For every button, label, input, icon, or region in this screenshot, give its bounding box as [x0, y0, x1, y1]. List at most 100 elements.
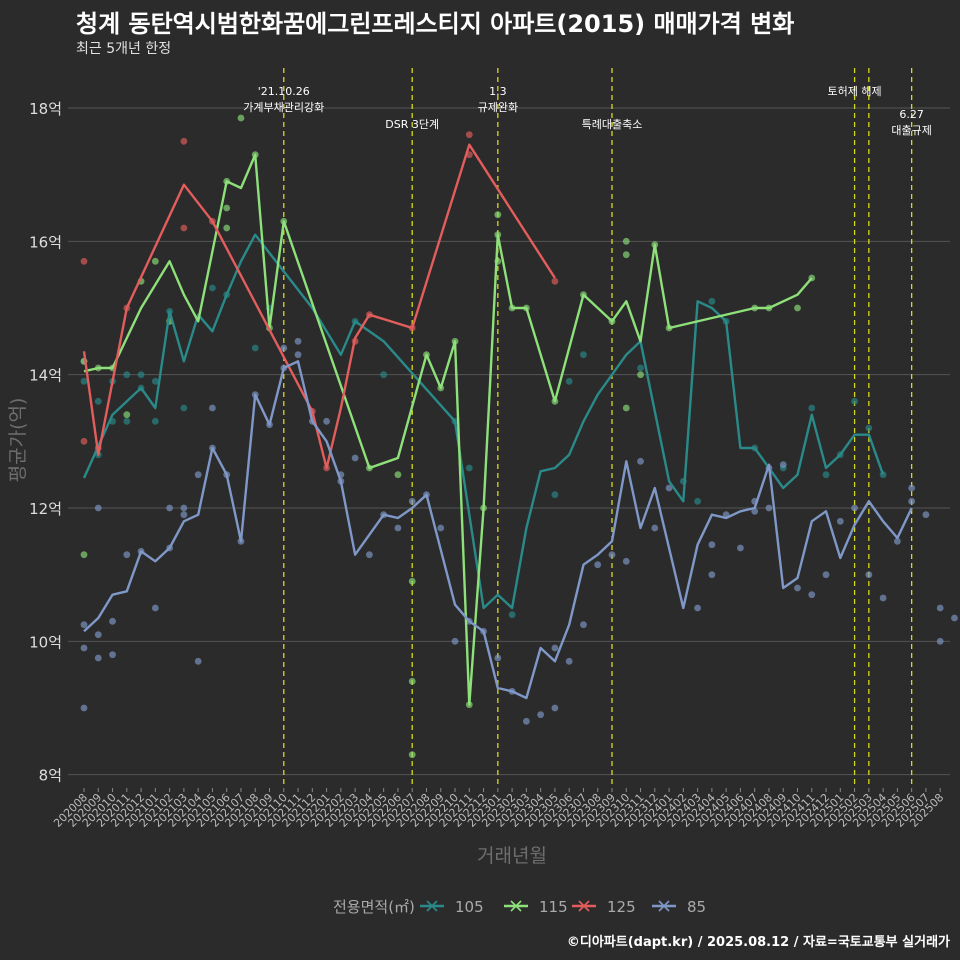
series-line-115	[83, 153, 813, 706]
data-point	[80, 257, 88, 265]
data-point	[851, 504, 858, 512]
data-point	[166, 504, 174, 512]
data-point	[109, 651, 116, 659]
data-point	[637, 371, 644, 379]
data-point	[123, 417, 131, 425]
data-point	[94, 397, 102, 405]
series-line-105	[82, 233, 885, 610]
y-tick-label: 18억	[29, 100, 62, 118]
data-point	[665, 484, 673, 492]
data-point	[180, 404, 188, 412]
legend-label: 125	[607, 898, 636, 916]
data-point	[508, 611, 516, 619]
series-lines	[82, 143, 913, 706]
legend-key-marker	[510, 900, 522, 912]
data-point	[622, 404, 630, 412]
legend-label: 115	[539, 898, 568, 916]
legend: 전용면적(㎡) 105 115 125 85	[333, 898, 706, 916]
data-point	[223, 224, 231, 232]
data-point	[865, 571, 873, 579]
data-point	[608, 551, 616, 559]
y-tick-label: 16억	[29, 233, 62, 251]
data-point	[294, 351, 302, 359]
data-point	[194, 471, 202, 479]
data-point	[109, 617, 116, 625]
data-point	[151, 377, 159, 385]
data-point	[94, 654, 102, 662]
data-point	[123, 411, 131, 419]
data-point	[394, 524, 402, 532]
data-point	[94, 504, 102, 512]
y-tick-label: 10억	[29, 633, 62, 651]
data-point	[209, 404, 216, 412]
data-point	[80, 621, 88, 629]
data-point	[351, 454, 359, 462]
data-point	[180, 511, 188, 519]
data-point	[194, 657, 202, 665]
data-point	[437, 524, 445, 532]
data-point	[694, 497, 702, 505]
source-caption: ©디아파트(dapt.kr) / 2025.08.12 / 자료=국토교통부 실…	[566, 935, 950, 950]
data-point	[708, 541, 716, 549]
data-point	[922, 511, 930, 519]
legend-key-marker	[426, 900, 438, 912]
data-point	[551, 704, 559, 712]
data-point	[123, 551, 131, 559]
data-point	[80, 437, 88, 445]
data-point	[80, 644, 88, 652]
x-axis-title: 거래년월	[477, 845, 547, 867]
data-point	[180, 224, 188, 232]
legend-key-marker	[578, 900, 590, 912]
data-point	[323, 417, 330, 425]
data-point	[237, 114, 245, 122]
legend-title: 전용면적(㎡)	[333, 898, 415, 916]
data-point	[366, 551, 373, 559]
data-point	[808, 404, 816, 412]
data-point	[408, 751, 416, 759]
chart-title: 청계 동탄역시범한화꿈에그린프레스티지 아파트(2015) 매매가격 변화	[76, 10, 795, 38]
data-point	[936, 604, 944, 612]
data-point	[223, 204, 231, 212]
data-point	[737, 544, 744, 552]
data-point	[751, 507, 759, 515]
data-point	[494, 211, 502, 219]
legend-label: 105	[455, 898, 484, 916]
data-point	[822, 571, 830, 579]
data-point	[836, 517, 844, 525]
data-point	[251, 344, 259, 352]
chart-subtitle: 최근 5개년 한정	[76, 41, 172, 57]
data-point	[180, 504, 188, 512]
data-point	[851, 397, 858, 405]
data-point	[209, 284, 216, 292]
data-point	[522, 717, 530, 725]
data-point	[622, 251, 630, 259]
event-label: 6.27	[899, 108, 924, 121]
event-label: DSR 3단계	[385, 118, 439, 131]
legend-label: 85	[687, 898, 706, 916]
data-point	[451, 637, 459, 645]
data-point	[94, 631, 102, 639]
data-point	[865, 424, 873, 432]
scatter-points	[80, 114, 958, 759]
data-point	[637, 457, 644, 465]
data-point	[908, 484, 916, 492]
data-point	[822, 471, 830, 479]
data-point	[80, 377, 88, 385]
event-label: 가계부채관리강화	[243, 101, 324, 114]
data-point	[151, 604, 159, 612]
data-point	[779, 461, 787, 469]
data-point	[151, 417, 159, 425]
data-point	[465, 131, 473, 139]
series-line-85	[83, 360, 913, 700]
y-tick-label: 14억	[29, 367, 62, 385]
data-point	[80, 551, 88, 559]
event-label: 1.3	[489, 85, 507, 98]
data-point	[151, 257, 159, 265]
data-point	[879, 594, 887, 602]
data-point	[622, 557, 630, 565]
data-point	[137, 371, 145, 379]
data-point	[280, 344, 288, 352]
data-point	[380, 371, 388, 379]
